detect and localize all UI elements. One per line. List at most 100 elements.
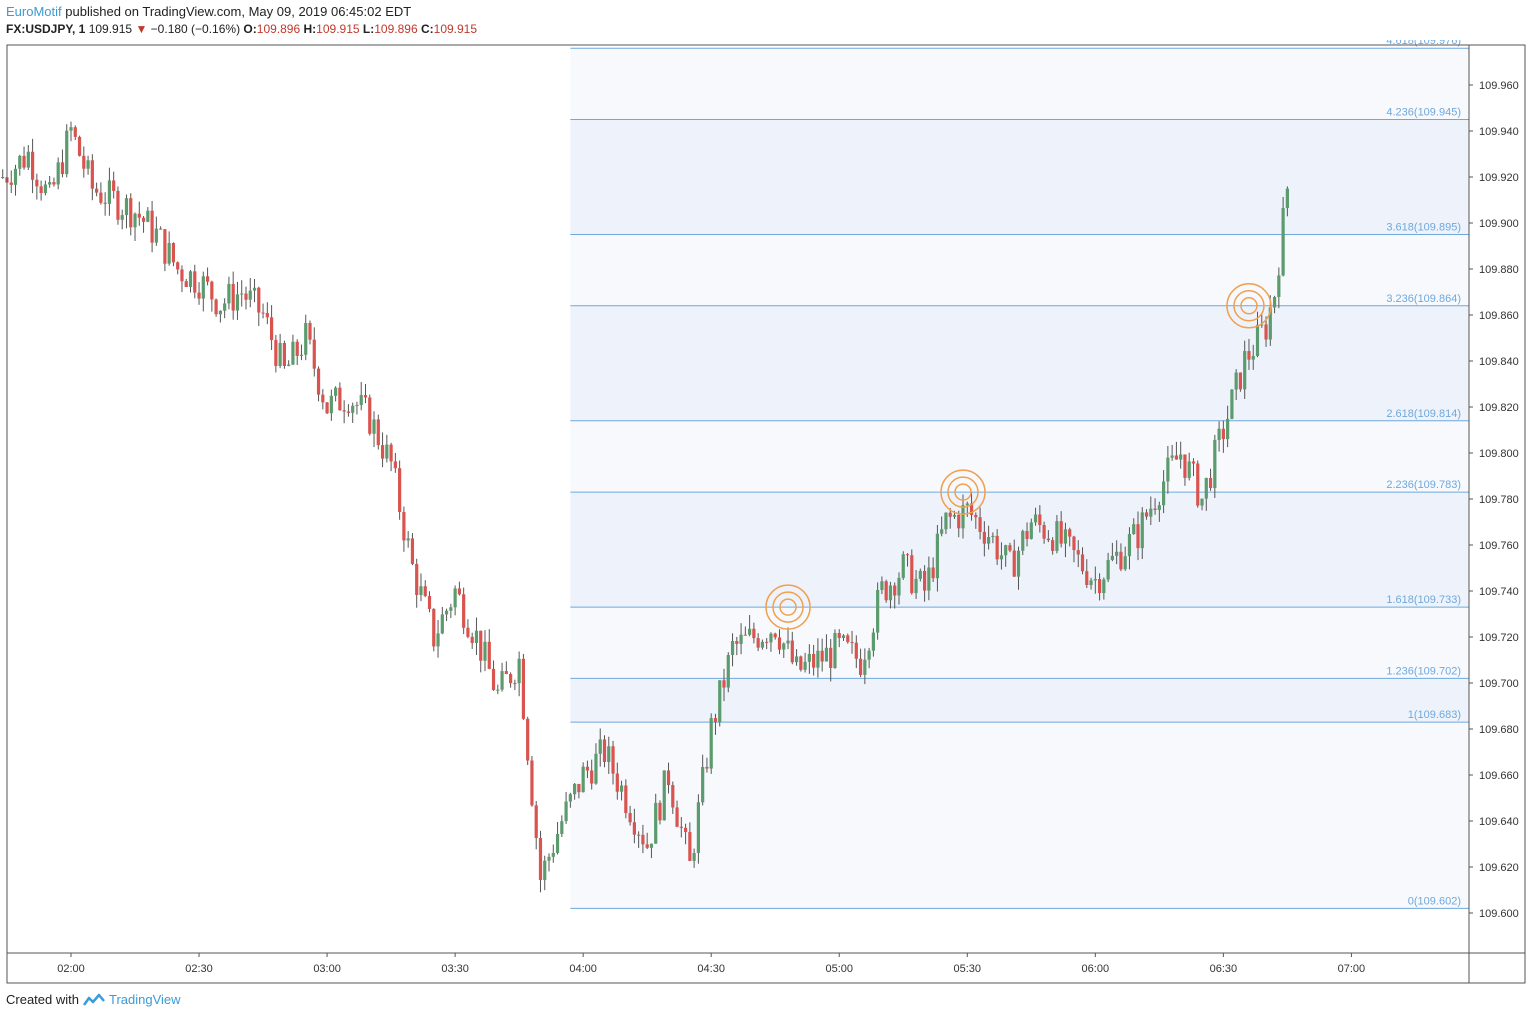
candle-up [654,802,658,844]
candle-down [628,813,632,823]
candle-up [871,632,875,651]
candle-down [530,760,534,806]
candle-up [26,151,30,168]
candle-down [1051,540,1055,551]
footer: Created with TradingView [6,992,181,1007]
candle-up [1089,580,1093,585]
candle-down [1068,529,1072,537]
y-tick-label: 109.920 [1479,172,1519,184]
candle-up [248,290,252,300]
candle-up [568,794,572,802]
candle-down [470,636,474,643]
candle-up [748,628,752,635]
candle-down [312,339,316,369]
candle-up [1110,555,1114,560]
candle-down [837,633,841,638]
target-circle [772,591,804,623]
candle-up [1226,418,1230,440]
candle-down [969,503,974,515]
x-tick-label: 05:30 [954,963,982,975]
candle-up [1281,208,1285,276]
candle-down [321,394,325,403]
candle-down [982,531,986,544]
candle-up [696,802,700,854]
candle-down [380,445,385,459]
candle-up [888,585,893,601]
candle-down [923,570,927,591]
candle-up [1204,477,1208,499]
candle-up [500,671,504,690]
candle-down [1046,538,1050,541]
candle-up [1179,454,1183,460]
time-axis[interactable] [6,952,1470,984]
candle-down [342,410,346,412]
candle-up [1162,481,1166,506]
candle-up [496,689,500,691]
candle-up [581,766,585,793]
price-chart[interactable]: 0(109.602) 1(109.683) 1.236(109.702) 1.618(… [0,40,1532,984]
target-circle [940,469,986,515]
target-circle [1240,297,1258,315]
candle-up [560,821,564,834]
candle-down [423,586,427,597]
candle-up [918,570,922,579]
candle-up [1123,556,1127,570]
fib-zone-band [570,48,1469,120]
candle-down [90,160,94,189]
y-tick-label: 109.760 [1479,540,1519,552]
publish-info: EuroMotif published on TradingView.com, … [6,4,411,19]
candle-down [615,773,619,792]
candle-up [594,753,598,784]
candle-down [722,680,726,688]
candle-down [99,192,103,203]
candle-up [120,215,124,220]
candle-up [304,322,308,355]
open-value: 109.896 [256,22,301,36]
author-link[interactable]: EuroMotif [6,4,62,19]
y-tick-label: 109.880 [1479,264,1519,276]
candle-down [995,535,999,560]
candle-up [607,746,611,762]
candle-down [1080,554,1085,572]
candle-up [86,160,90,169]
candle-down [1144,512,1149,517]
candle-down [658,802,662,821]
brand-link[interactable]: TradingView [108,992,181,1007]
candle-up [1217,428,1221,440]
candle-down [73,127,77,137]
candle-down [141,217,146,222]
candle-up [48,182,52,185]
candle-down [176,262,180,270]
candle-down [257,287,261,313]
candle-up [1029,522,1033,539]
candle-up [1033,514,1038,523]
candle-up [944,512,948,530]
candle-down [457,588,461,595]
candle-down [39,186,43,194]
candle-down [683,827,688,833]
fib-level-label: 4.236(109.945) [1386,107,1461,119]
candle-down [1059,521,1063,544]
candle-down [1196,463,1200,506]
candle-down [1153,508,1157,510]
candle-down [1076,550,1080,555]
candle-down [338,387,342,411]
candle-down [905,554,910,556]
y-tick-label: 109.620 [1479,862,1519,874]
candle-down [585,766,590,771]
x-tick-label: 05:00 [825,963,853,975]
candle-down [205,276,210,282]
candle-down [974,514,978,518]
candle-up [718,680,722,723]
candle-up [841,635,846,638]
candle-up [154,228,158,243]
candle-down [1008,545,1012,551]
candle-down [671,785,675,808]
candle-up [436,633,440,647]
candle-up [999,555,1004,560]
candle-up [901,554,905,578]
candle-up [1149,508,1153,517]
candle-down [316,368,321,395]
candle-up [1166,457,1170,482]
candle-down [137,213,141,218]
